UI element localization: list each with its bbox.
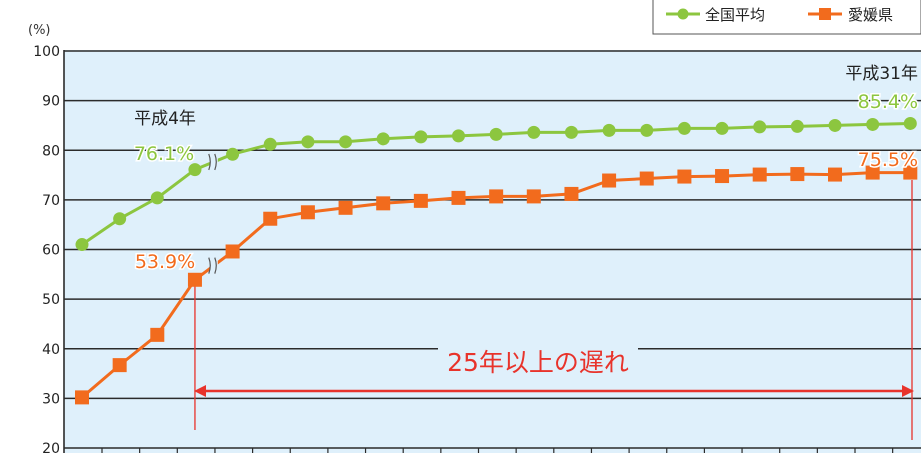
point-national-4 <box>188 163 202 177</box>
legend-national-label: 全国平均 <box>705 6 765 24</box>
point-national-21 <box>828 118 842 132</box>
point-national-22 <box>866 117 880 131</box>
axis-break-mark-b-1 <box>214 257 217 274</box>
point-ehime-10 <box>413 193 428 208</box>
axis-break-mark-b-0 <box>214 153 217 171</box>
gap-label-bg <box>438 344 638 380</box>
point-ehime-2 <box>112 358 127 373</box>
y-tick-label-50: 50 <box>42 292 60 308</box>
y-tick-label-40: 40 <box>42 342 60 358</box>
point-ehime-13 <box>526 189 541 204</box>
legend-ehime-marker <box>819 8 831 20</box>
point-national-8 <box>339 135 353 149</box>
point-ehime-14 <box>564 186 579 201</box>
point-ehime-21 <box>828 167 842 182</box>
point-national-9 <box>376 132 390 146</box>
y-tick-label-90: 90 <box>42 94 60 110</box>
plot-area <box>64 50 921 453</box>
point-ehime-16 <box>639 171 654 186</box>
point-national-18 <box>715 121 729 135</box>
axis-break-bg-1 <box>209 255 218 276</box>
point-national-19 <box>753 120 767 134</box>
point-national-17 <box>677 121 691 135</box>
point-ehime-8 <box>338 200 353 215</box>
y-tick-label-60: 60 <box>42 243 60 259</box>
gap-label: 25年以上の遅れ <box>447 348 629 377</box>
national-start-value: 76.1% <box>134 143 194 165</box>
markers-group <box>75 116 918 405</box>
gap-guide-lines <box>194 180 913 440</box>
legend-box <box>652 0 921 35</box>
ehime-end-value: 75.5% <box>858 149 918 171</box>
point-national-6 <box>263 137 277 151</box>
point-ehime-11 <box>451 190 466 205</box>
point-ehime-12 <box>489 189 504 204</box>
start-year-label: 平成4年 <box>134 109 196 129</box>
point-national-5 <box>226 147 240 161</box>
point-national-11 <box>452 129 465 143</box>
y-tick-label-80: 80 <box>42 143 60 159</box>
point-ehime-9 <box>376 196 391 211</box>
gap-arrow <box>194 385 914 397</box>
point-national-14 <box>564 125 578 139</box>
legend-national-marker <box>677 8 689 20</box>
y-tick-label-20: 20 <box>42 441 60 453</box>
axis-break-bg-0 <box>209 151 218 172</box>
point-ehime-5 <box>225 244 240 259</box>
point-national-12 <box>489 127 503 141</box>
point-ehime-7 <box>300 205 315 220</box>
point-national-3 <box>150 191 164 205</box>
point-national-20 <box>790 119 804 133</box>
point-ehime-22 <box>865 165 880 180</box>
y-axis: 20 30 40 50 60 70 80 90 100 <box>33 44 894 453</box>
point-ehime-23 <box>903 165 918 180</box>
point-ehime-3 <box>150 327 165 342</box>
point-ehime-15 <box>602 173 617 188</box>
point-ehime-4 <box>187 272 202 287</box>
point-ehime-1 <box>75 390 89 405</box>
point-national-2 <box>113 212 127 226</box>
y-tick-label-30: 30 <box>42 391 60 407</box>
point-ehime-20 <box>790 167 805 182</box>
legend-ehime-label: 愛媛県 <box>848 6 893 24</box>
end-year-label: 平成31年 <box>845 64 918 84</box>
ehime-start-value: 53.9% <box>135 251 195 273</box>
point-national-23 <box>903 116 917 130</box>
point-ehime-6 <box>263 211 278 226</box>
point-national-1 <box>75 238 89 252</box>
point-ehime-17 <box>677 169 692 184</box>
axis-break-mark-a-1 <box>208 257 211 274</box>
y-axis-unit-label: (%) <box>28 23 51 38</box>
point-national-10 <box>414 130 428 144</box>
y-tick-label-100: 100 <box>33 44 60 60</box>
point-national-7 <box>301 135 315 149</box>
y-tick-label-70: 70 <box>42 193 60 209</box>
axis-break-mark-a-0 <box>208 153 211 171</box>
point-national-15 <box>602 123 616 137</box>
point-ehime-19 <box>752 167 767 182</box>
point-ehime-18 <box>715 169 730 184</box>
legend: 全国平均 愛媛県 <box>652 0 921 35</box>
point-national-13 <box>527 125 541 139</box>
point-national-16 <box>640 123 654 137</box>
national-end-value: 85.4% <box>858 91 918 113</box>
